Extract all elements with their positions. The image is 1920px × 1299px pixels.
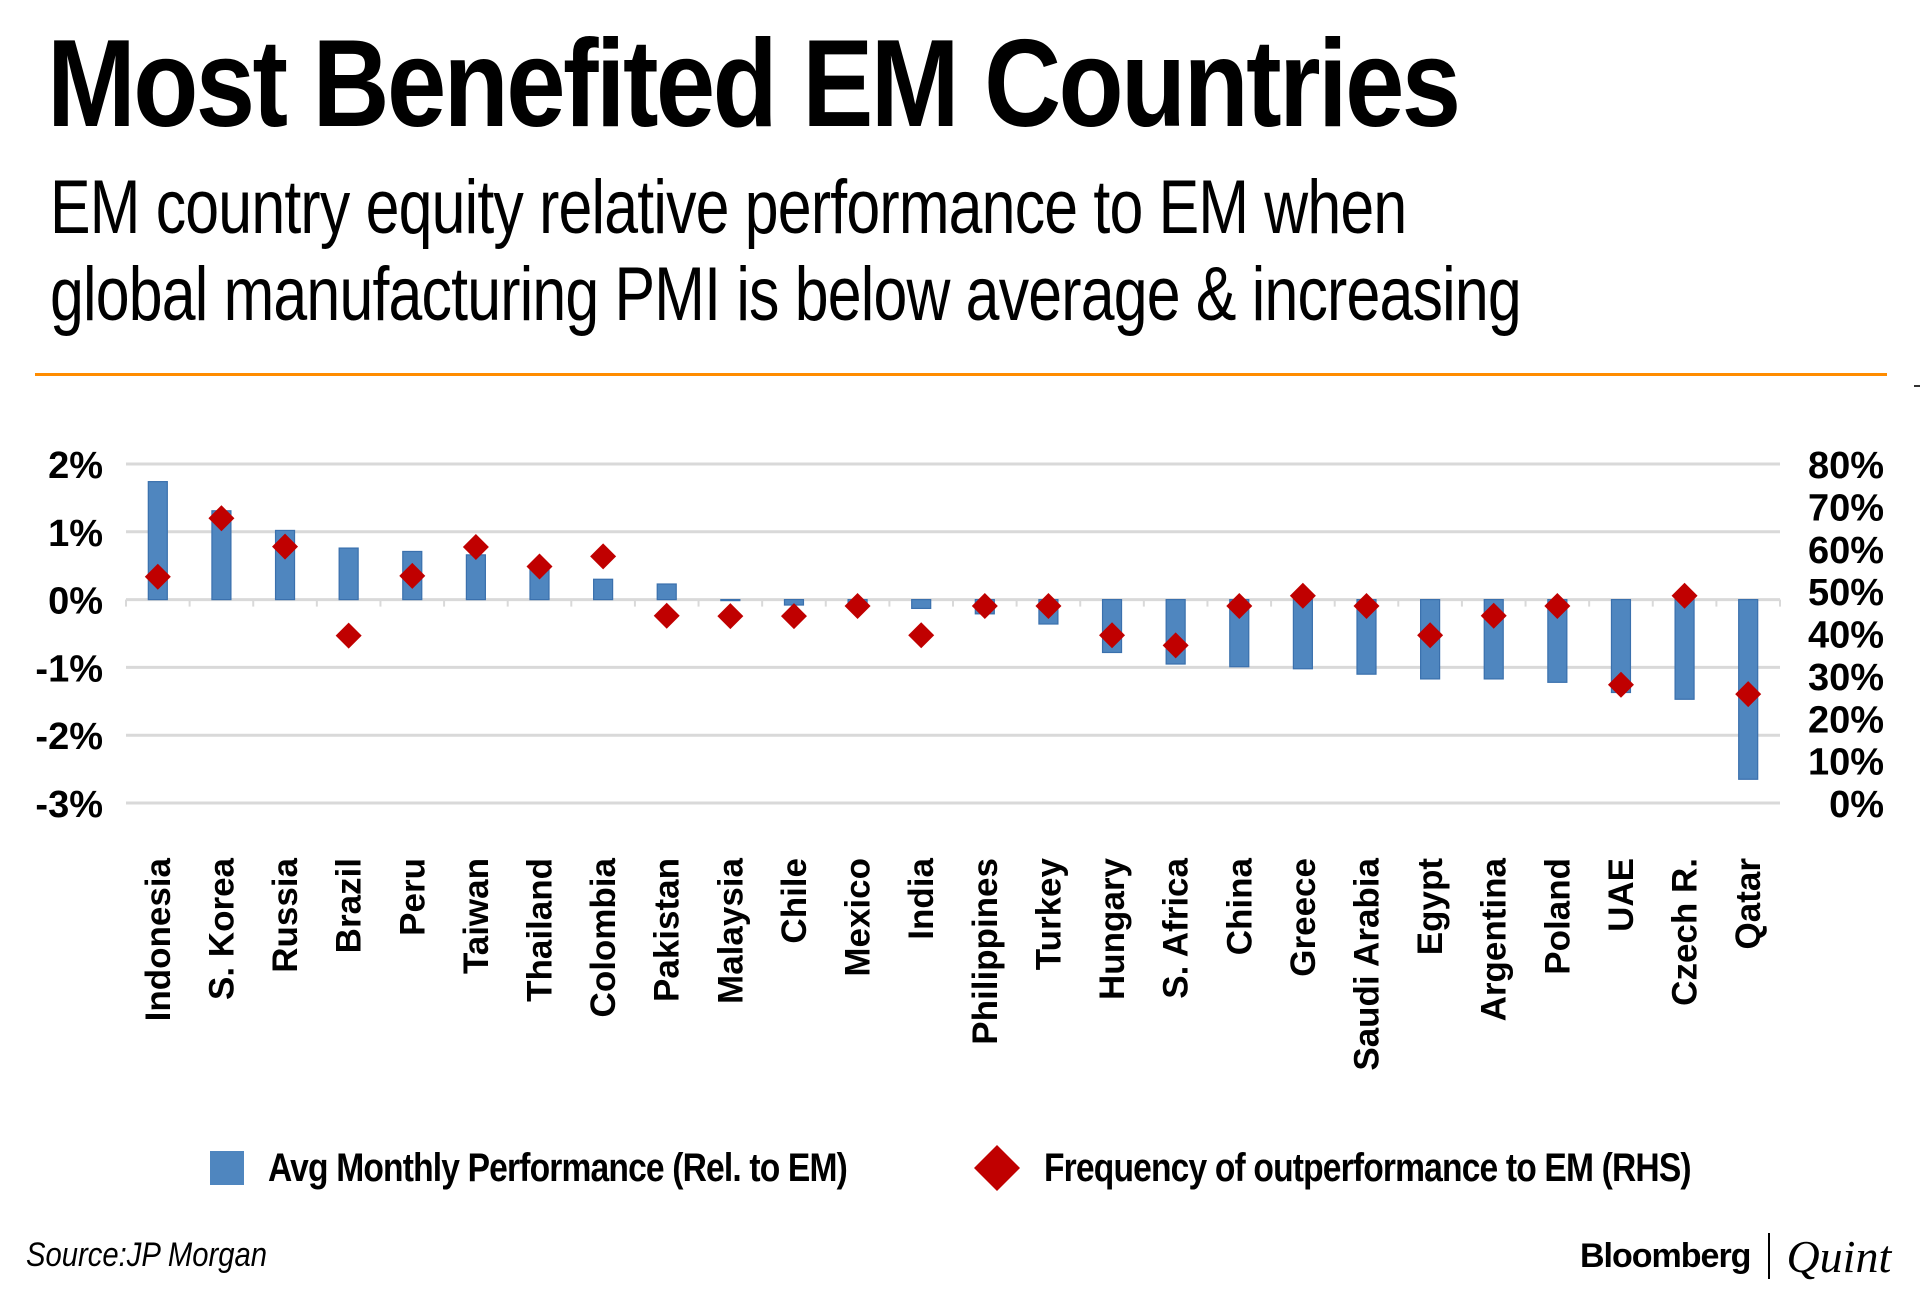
diamond-india bbox=[908, 622, 935, 649]
legend-item-diamond: Frequency of outperformance to EM (RHS) bbox=[972, 1143, 1814, 1193]
diamond-argentina bbox=[1480, 602, 1507, 629]
diamond-greece bbox=[1289, 582, 1316, 609]
diamond-series bbox=[144, 505, 1762, 708]
category-label: Egypt bbox=[1411, 858, 1450, 956]
legend-bar-label: Avg Monthly Performance (Rel. to EM) bbox=[268, 1145, 848, 1190]
diamond-egypt bbox=[1417, 622, 1444, 649]
category-label: Thailand bbox=[521, 858, 560, 1002]
legend-diamond-icon bbox=[974, 1145, 1020, 1191]
diamond-peru bbox=[399, 562, 426, 589]
category-label: Turkey bbox=[1029, 857, 1068, 970]
left-axis-label: -1% bbox=[35, 648, 103, 690]
category-label: Qatar bbox=[1729, 858, 1768, 950]
bar-pakistan bbox=[656, 583, 677, 601]
diamond-saudi-arabia bbox=[1353, 592, 1380, 619]
category-label: Poland bbox=[1538, 858, 1577, 975]
category-label: S. Africa bbox=[1157, 857, 1196, 998]
right-axis-label: 20% bbox=[1808, 699, 1884, 741]
left-axis-label: 2% bbox=[48, 445, 103, 487]
diamond-mexico bbox=[844, 592, 871, 619]
brand-separator bbox=[1768, 1233, 1771, 1279]
right-axis-label: 10% bbox=[1808, 742, 1884, 784]
diamond-pakistan bbox=[653, 602, 680, 629]
category-labels: Indonesia S. Korea Russia Brazil Peru Taiwan T… bbox=[139, 857, 1768, 1070]
source-note: Source:JP Morgan bbox=[26, 1236, 268, 1274]
chart-title: Most Benefited EM Countries bbox=[47, 15, 1461, 153]
legend-diamond-label: Frequency of outperformance to EM (RHS) bbox=[1044, 1145, 1692, 1190]
category-label: Russia bbox=[266, 857, 305, 972]
accent-divider bbox=[35, 373, 1887, 376]
category-label: UAE bbox=[1602, 858, 1641, 932]
left-axis-labels: 2% 1% 0% -1% -2% -3% bbox=[35, 445, 103, 826]
diamond-qatar bbox=[1735, 681, 1762, 708]
left-axis-label: -3% bbox=[35, 784, 103, 826]
category-label: Pakistan bbox=[648, 858, 687, 1002]
bar-malaysia bbox=[720, 598, 741, 602]
brand-bloomberg: Bloomberg bbox=[1580, 1236, 1751, 1275]
diamond-czech-r bbox=[1671, 582, 1698, 609]
category-label: Mexico bbox=[839, 858, 878, 977]
category-label: China bbox=[1220, 857, 1259, 955]
chart-subtitle-line-2: global manufacturing PMI is below averag… bbox=[50, 252, 1522, 337]
diamond-hungary bbox=[1099, 622, 1126, 649]
right-axis-labels: 80%70%60%50%40%30%20%10%0% bbox=[1808, 445, 1884, 826]
bar-czech-r bbox=[1674, 598, 1695, 700]
corner-mark bbox=[1914, 385, 1920, 387]
bar-india bbox=[911, 598, 932, 610]
diamond-russia bbox=[272, 533, 299, 560]
bar-brazil bbox=[338, 547, 359, 601]
left-axis-label: 1% bbox=[48, 513, 103, 555]
diamond-china bbox=[1226, 592, 1253, 619]
right-axis-label: 30% bbox=[1808, 657, 1884, 699]
brand-logo: Bloomberg Quint bbox=[1580, 1230, 1892, 1282]
diamond-chile bbox=[780, 603, 807, 630]
category-label: Hungary bbox=[1093, 857, 1132, 1000]
left-axis-label: 0% bbox=[48, 581, 103, 623]
category-label: India bbox=[902, 857, 941, 939]
diamond-turkey bbox=[1035, 592, 1062, 619]
bar-taiwan bbox=[465, 554, 486, 601]
diamond-malaysia bbox=[717, 603, 744, 630]
category-label: Indonesia bbox=[139, 857, 178, 1021]
category-label: Brazil bbox=[330, 858, 369, 953]
category-label: Peru bbox=[393, 858, 432, 936]
bar-greece bbox=[1292, 598, 1313, 670]
diamond-brazil bbox=[335, 622, 362, 649]
diamond-taiwan bbox=[462, 534, 489, 561]
right-axis-label: 80% bbox=[1808, 445, 1884, 487]
diamond-uae bbox=[1607, 671, 1634, 698]
right-axis-label: 40% bbox=[1808, 615, 1884, 657]
diamond-colombia bbox=[590, 543, 617, 570]
right-axis-label: 60% bbox=[1808, 530, 1884, 572]
category-label: Argentina bbox=[1475, 857, 1514, 1021]
bar-colombia bbox=[593, 578, 614, 601]
category-label: Czech R. bbox=[1666, 858, 1705, 1006]
category-label: Chile bbox=[775, 858, 814, 944]
chart-plot: 2% 1% 0% -1% -2% -3% 80%70%60%50%40%30%20%10%… bbox=[35, 445, 1884, 1071]
chart-subtitle-line-1: EM country equity relative performance t… bbox=[50, 165, 1407, 250]
diamond-thailand bbox=[526, 553, 553, 580]
legend-bar-swatch-icon bbox=[210, 1151, 244, 1185]
x-axis bbox=[125, 598, 1781, 607]
right-axis-label: 70% bbox=[1808, 487, 1884, 529]
brand-quint: Quint bbox=[1786, 1230, 1892, 1282]
diamond-philippines bbox=[971, 592, 998, 619]
left-axis-label: -2% bbox=[35, 716, 103, 758]
category-label: Philippines bbox=[966, 858, 1005, 1045]
right-axis-label: 0% bbox=[1829, 784, 1884, 826]
diamond-indonesia bbox=[144, 563, 171, 590]
right-axis-label: 50% bbox=[1808, 572, 1884, 614]
category-label: Greece bbox=[1284, 858, 1323, 977]
diamond-s-africa bbox=[1162, 632, 1189, 659]
category-label: Colombia bbox=[584, 857, 623, 1017]
category-label: Taiwan bbox=[457, 858, 496, 974]
category-label: Malaysia bbox=[711, 857, 750, 1003]
legend-item-bar: Avg Monthly Performance (Rel. to EM) bbox=[210, 1143, 957, 1193]
diamond-poland bbox=[1544, 592, 1571, 619]
diamond-s-korea bbox=[208, 505, 235, 532]
category-label: Saudi Arabia bbox=[1348, 857, 1387, 1070]
gridlines bbox=[126, 462, 1780, 805]
category-label: S. Korea bbox=[202, 857, 241, 1000]
